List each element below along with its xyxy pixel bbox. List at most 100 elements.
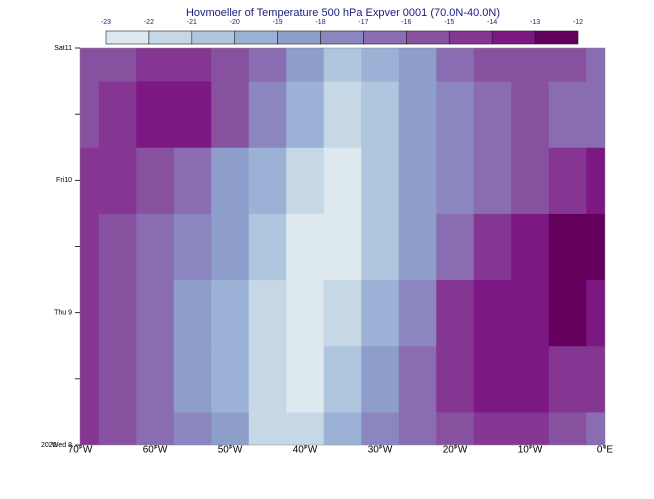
colorbar-swatch bbox=[277, 30, 321, 45]
field-cell bbox=[511, 411, 550, 445]
field-cell bbox=[436, 48, 475, 82]
x-tick-label: 30°W bbox=[368, 445, 393, 456]
field-cell bbox=[548, 147, 587, 214]
field-cell bbox=[398, 48, 437, 82]
field-cell bbox=[473, 48, 512, 82]
field-cell bbox=[586, 81, 605, 148]
field-cell bbox=[80, 411, 100, 445]
field-cell bbox=[398, 213, 437, 281]
colorbar-label: -13 bbox=[530, 19, 540, 26]
field-cell bbox=[436, 411, 475, 445]
field-cell bbox=[586, 279, 605, 347]
field-cell bbox=[323, 411, 362, 445]
field-cell bbox=[211, 345, 250, 413]
field-cell bbox=[586, 411, 605, 445]
field-cell bbox=[511, 81, 550, 148]
field-cell bbox=[80, 213, 100, 281]
field-cell bbox=[136, 81, 175, 148]
field-cell bbox=[248, 81, 287, 148]
field-cell bbox=[361, 147, 400, 214]
y-tick-label: Sat11 bbox=[54, 45, 72, 52]
field-cell bbox=[473, 279, 512, 347]
colorbar-swatch bbox=[191, 30, 236, 45]
chart-title: Hovmoeller of Temperature 500 hPa Expver… bbox=[186, 7, 500, 19]
field-cell bbox=[248, 279, 287, 347]
field-cell bbox=[98, 345, 137, 413]
field-cell bbox=[323, 345, 362, 413]
field-cell bbox=[361, 411, 400, 445]
field-cell bbox=[286, 213, 325, 281]
colorbar-swatch bbox=[534, 30, 579, 45]
field-cell bbox=[361, 279, 400, 347]
field-cell bbox=[586, 147, 605, 214]
colorbar-swatch bbox=[148, 30, 193, 45]
field-cell bbox=[98, 48, 137, 82]
field-cell bbox=[136, 48, 175, 82]
field-cell bbox=[136, 279, 175, 347]
colorbar-swatch bbox=[320, 30, 364, 45]
field-cell bbox=[436, 213, 475, 281]
colorbar-label: -15 bbox=[444, 19, 454, 26]
field-cell bbox=[436, 147, 475, 214]
year-label: 2020 bbox=[41, 442, 57, 449]
field-cell bbox=[511, 147, 550, 214]
field-cell bbox=[248, 213, 287, 281]
field-cell bbox=[248, 48, 287, 82]
field-cell bbox=[98, 147, 137, 214]
field-cell bbox=[98, 279, 137, 347]
field-cell bbox=[323, 213, 362, 281]
field-cell bbox=[173, 411, 212, 445]
field-cell bbox=[586, 345, 605, 413]
field-cell bbox=[173, 81, 212, 148]
field-cell bbox=[248, 345, 287, 413]
field-cell bbox=[173, 279, 212, 347]
field-cell bbox=[323, 279, 362, 347]
field-cell bbox=[361, 48, 400, 82]
field-cell bbox=[323, 147, 362, 214]
colorbar-label: -14 bbox=[487, 19, 497, 26]
field-cell bbox=[248, 147, 287, 214]
field-cell bbox=[511, 213, 550, 281]
x-tick-label: 0°E bbox=[597, 445, 614, 456]
field-cell bbox=[511, 48, 550, 82]
colorbar-swatch bbox=[363, 30, 407, 45]
field-cell bbox=[323, 48, 362, 82]
field-cell bbox=[173, 345, 212, 413]
field-cell bbox=[80, 48, 100, 82]
colorbar-label: -18 bbox=[315, 19, 325, 26]
field-cell bbox=[398, 279, 437, 347]
colorbar-swatch bbox=[105, 30, 150, 45]
field-cell bbox=[286, 147, 325, 214]
field-cell bbox=[136, 213, 175, 281]
field-cell bbox=[211, 147, 250, 214]
colorbar-label: -19 bbox=[273, 19, 283, 26]
field-cell bbox=[136, 411, 175, 445]
colorbar-label: -20 bbox=[230, 19, 240, 26]
field-cell bbox=[136, 147, 175, 214]
field-cell bbox=[398, 345, 437, 413]
field-cell bbox=[80, 345, 100, 413]
x-tick-label: 40°W bbox=[293, 445, 318, 456]
field-cell bbox=[548, 345, 587, 413]
field-cell bbox=[211, 279, 250, 347]
field-cell bbox=[286, 411, 325, 445]
field-cell bbox=[361, 81, 400, 148]
y-tick-label: Thu 9 bbox=[54, 310, 72, 317]
field-cell bbox=[436, 345, 475, 413]
field-cell bbox=[548, 81, 587, 148]
field-cell bbox=[248, 411, 287, 445]
field-cell bbox=[211, 411, 250, 445]
field-cell bbox=[286, 345, 325, 413]
field-cell bbox=[98, 213, 137, 281]
colorbar-swatch bbox=[448, 30, 493, 45]
field-cell bbox=[586, 213, 605, 281]
x-tick-label: 60°W bbox=[143, 445, 168, 456]
field-cell bbox=[98, 81, 137, 148]
x-tick-label: 70°W bbox=[68, 445, 93, 456]
field-cell bbox=[173, 213, 212, 281]
field-cell bbox=[511, 345, 550, 413]
field-cell bbox=[473, 81, 512, 148]
y-tick-label: Fri10 bbox=[56, 177, 72, 184]
field-cell bbox=[548, 48, 587, 82]
